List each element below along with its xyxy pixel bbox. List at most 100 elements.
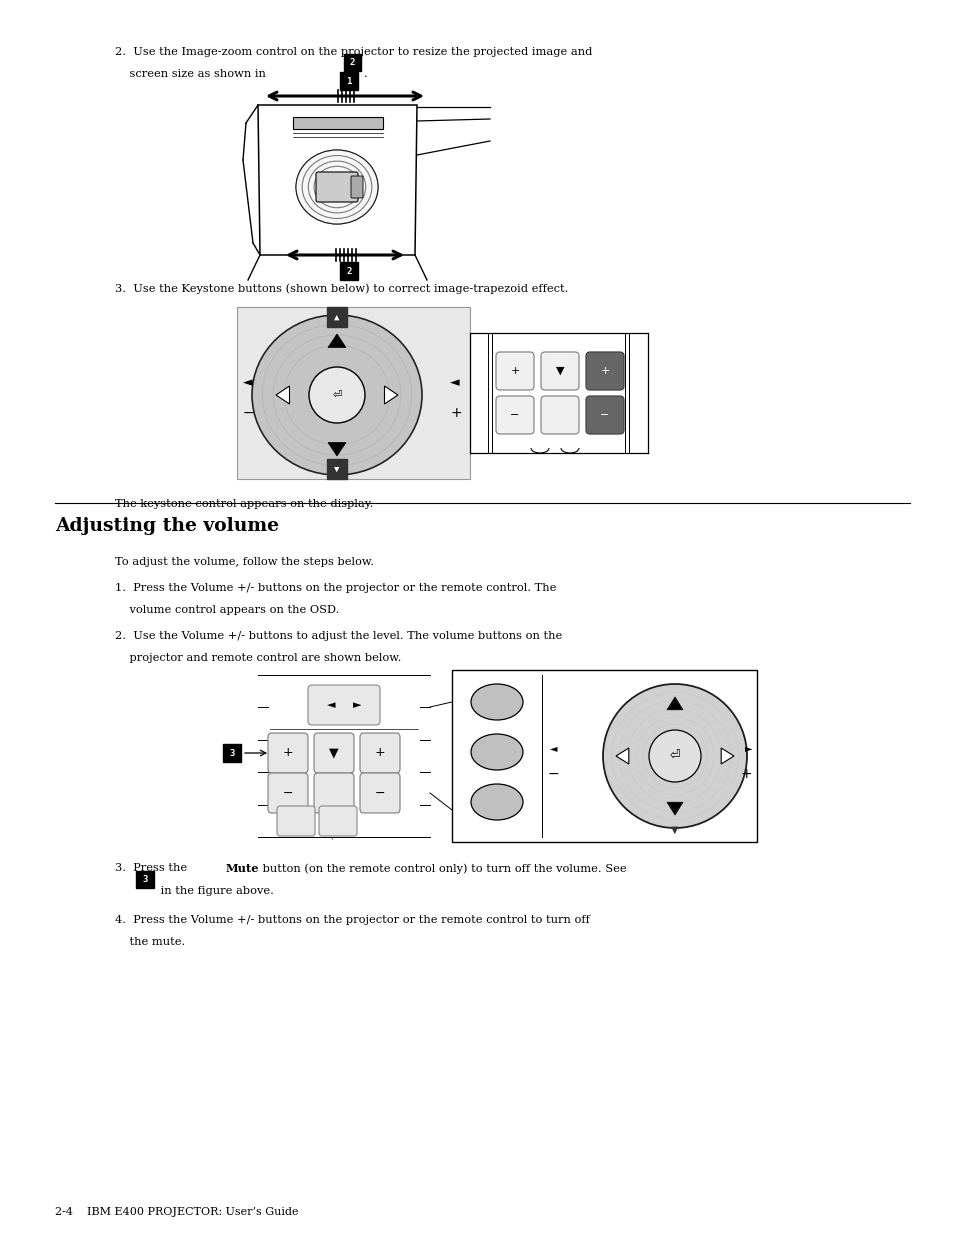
Bar xyxy=(236,308,470,479)
Bar xyxy=(293,117,382,128)
FancyBboxPatch shape xyxy=(540,352,578,390)
FancyBboxPatch shape xyxy=(327,308,347,327)
Polygon shape xyxy=(720,748,733,764)
Ellipse shape xyxy=(636,718,713,795)
FancyBboxPatch shape xyxy=(343,54,361,72)
Ellipse shape xyxy=(471,784,522,820)
Text: 2.  Use the Volume +/- buttons to adjust the level. The volume buttons on the: 2. Use the Volume +/- buttons to adjust … xyxy=(115,631,561,641)
Text: 2: 2 xyxy=(346,267,352,275)
Ellipse shape xyxy=(602,684,746,827)
Text: projector and remote control are shown below.: projector and remote control are shown b… xyxy=(115,653,401,663)
Text: ▼: ▼ xyxy=(556,366,563,375)
FancyBboxPatch shape xyxy=(540,396,578,433)
Text: ◄: ◄ xyxy=(243,377,253,389)
Text: −: − xyxy=(547,767,559,781)
Text: Adjusting the volume: Adjusting the volume xyxy=(55,517,278,535)
Text: 1: 1 xyxy=(346,77,352,85)
FancyBboxPatch shape xyxy=(136,871,153,888)
Ellipse shape xyxy=(295,149,377,224)
Text: ▲: ▲ xyxy=(334,312,339,321)
Text: +: + xyxy=(450,406,461,420)
Text: −: − xyxy=(243,406,254,420)
FancyBboxPatch shape xyxy=(268,773,308,813)
Polygon shape xyxy=(616,748,628,764)
Text: .: . xyxy=(363,69,367,79)
Polygon shape xyxy=(328,333,346,347)
Text: −: − xyxy=(510,410,519,420)
Text: ▼: ▼ xyxy=(334,464,339,473)
Text: 4.  Press the Volume +/- buttons on the projector or the remote control to turn : 4. Press the Volume +/- buttons on the p… xyxy=(115,915,589,925)
Circle shape xyxy=(309,367,365,424)
Text: ◄: ◄ xyxy=(450,377,459,389)
Text: 3.  Press the: 3. Press the xyxy=(115,863,191,873)
Ellipse shape xyxy=(252,315,421,475)
Ellipse shape xyxy=(627,709,721,803)
Text: volume control appears on the OSD.: volume control appears on the OSD. xyxy=(115,605,339,615)
Text: 2.  Use the Image-zoom control on the projector to resize the projected image an: 2. Use the Image-zoom control on the pro… xyxy=(115,47,592,57)
FancyBboxPatch shape xyxy=(585,352,623,390)
Text: ◄: ◄ xyxy=(550,743,557,753)
Text: 2: 2 xyxy=(350,58,355,67)
Text: 3: 3 xyxy=(142,876,148,884)
FancyBboxPatch shape xyxy=(359,773,399,813)
Text: +: + xyxy=(282,746,293,760)
Text: The keystone control appears on the display.: The keystone control appears on the disp… xyxy=(115,499,373,509)
Text: −: − xyxy=(599,410,609,420)
Text: in the figure above.: in the figure above. xyxy=(157,885,274,897)
Text: ⏎: ⏎ xyxy=(332,390,341,400)
Ellipse shape xyxy=(611,693,738,819)
FancyBboxPatch shape xyxy=(327,459,347,479)
Ellipse shape xyxy=(471,684,522,720)
Polygon shape xyxy=(275,387,289,404)
Text: Mute: Mute xyxy=(226,863,259,874)
Ellipse shape xyxy=(642,724,706,788)
Text: the mute.: the mute. xyxy=(115,937,185,947)
FancyBboxPatch shape xyxy=(314,734,354,773)
Text: −: − xyxy=(375,787,385,799)
Text: ►: ► xyxy=(743,743,751,753)
Text: button (on the remote control only) to turn off the volume. See: button (on the remote control only) to t… xyxy=(258,863,626,873)
Polygon shape xyxy=(384,387,397,404)
Ellipse shape xyxy=(618,700,730,811)
Polygon shape xyxy=(666,803,682,815)
Polygon shape xyxy=(328,442,346,456)
FancyBboxPatch shape xyxy=(340,73,357,90)
FancyBboxPatch shape xyxy=(314,773,354,813)
Text: 3.  Use the Keystone buttons (shown below) to correct image-trapezoid effect.: 3. Use the Keystone buttons (shown below… xyxy=(115,283,568,294)
Text: 3: 3 xyxy=(229,748,234,757)
Text: ▼: ▼ xyxy=(671,825,678,835)
Ellipse shape xyxy=(284,346,389,445)
Polygon shape xyxy=(666,697,682,710)
Circle shape xyxy=(602,684,746,827)
FancyBboxPatch shape xyxy=(268,734,308,773)
FancyBboxPatch shape xyxy=(308,685,379,725)
Text: +: + xyxy=(375,746,385,760)
Text: +: + xyxy=(599,366,609,375)
Text: ◄: ◄ xyxy=(327,700,335,710)
FancyBboxPatch shape xyxy=(496,352,534,390)
Text: 2-4    IBM E400 PROJECTOR: User’s Guide: 2-4 IBM E400 PROJECTOR: User’s Guide xyxy=(55,1207,298,1216)
FancyBboxPatch shape xyxy=(351,177,363,198)
Ellipse shape xyxy=(252,315,421,475)
FancyBboxPatch shape xyxy=(496,396,534,433)
Ellipse shape xyxy=(262,325,412,466)
Text: To adjust the volume, follow the steps below.: To adjust the volume, follow the steps b… xyxy=(115,557,374,567)
Text: 1.  Press the Volume +/- buttons on the projector or the remote control. The: 1. Press the Volume +/- buttons on the p… xyxy=(115,583,556,593)
Circle shape xyxy=(648,730,700,782)
FancyBboxPatch shape xyxy=(315,172,357,203)
Text: screen size as shown in: screen size as shown in xyxy=(115,69,266,79)
Text: +: + xyxy=(740,767,751,781)
FancyBboxPatch shape xyxy=(222,743,241,762)
FancyBboxPatch shape xyxy=(359,734,399,773)
FancyBboxPatch shape xyxy=(340,262,357,280)
Text: +: + xyxy=(510,366,519,375)
Text: ⌐: ⌐ xyxy=(330,835,337,844)
FancyBboxPatch shape xyxy=(318,806,356,836)
Bar xyxy=(452,671,757,842)
Ellipse shape xyxy=(471,734,522,769)
Text: −: − xyxy=(282,787,293,799)
Ellipse shape xyxy=(273,335,400,454)
Text: ▼: ▼ xyxy=(329,746,338,760)
FancyBboxPatch shape xyxy=(585,396,623,433)
FancyBboxPatch shape xyxy=(276,806,314,836)
